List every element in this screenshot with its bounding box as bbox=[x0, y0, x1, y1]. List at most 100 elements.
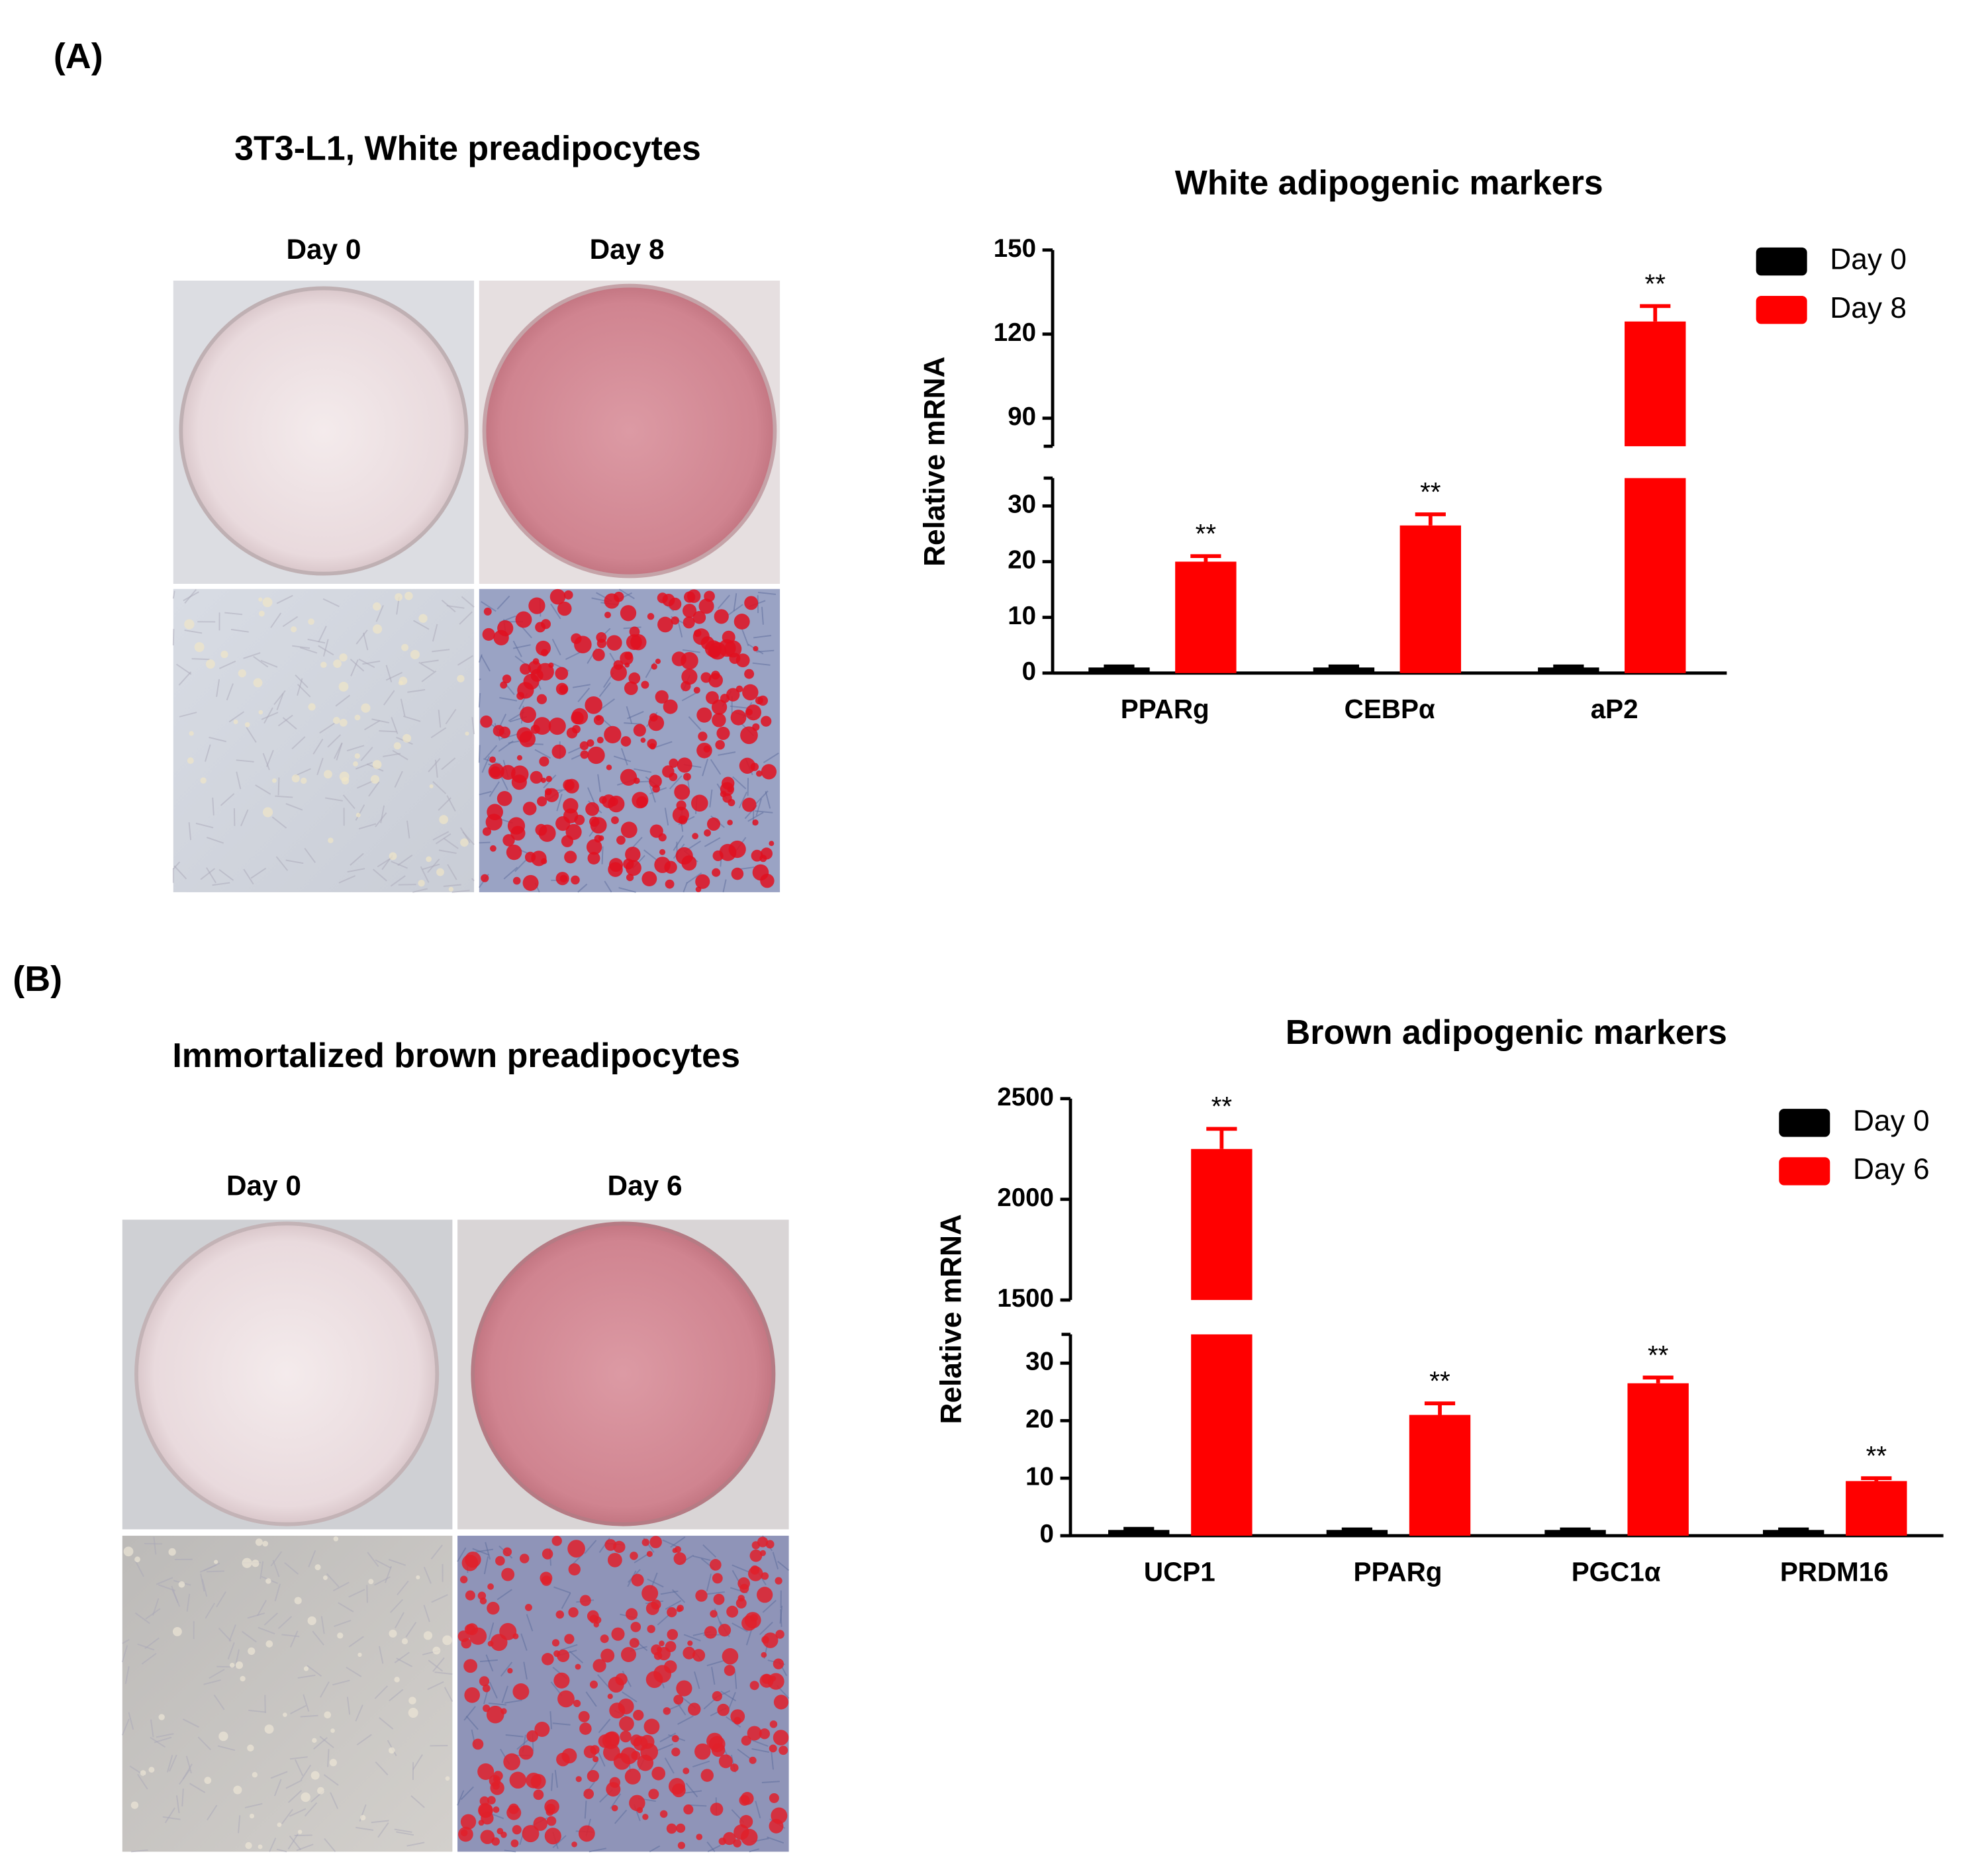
bar bbox=[1088, 667, 1150, 673]
cell-streak bbox=[230, 629, 249, 633]
cell-streak bbox=[457, 1547, 467, 1562]
cell-streak bbox=[248, 1709, 267, 1713]
cell-streak bbox=[514, 858, 528, 872]
cell bbox=[355, 812, 361, 817]
cell bbox=[645, 1671, 663, 1689]
cell-streak bbox=[451, 890, 470, 893]
cell bbox=[249, 1813, 255, 1819]
cell-streak bbox=[688, 716, 702, 731]
cell bbox=[665, 879, 675, 889]
cell-streak bbox=[141, 1653, 157, 1665]
cell bbox=[479, 1676, 490, 1687]
cell bbox=[647, 1624, 655, 1634]
cell bbox=[760, 847, 773, 860]
cell-streak bbox=[706, 1591, 725, 1595]
cell-streak bbox=[334, 742, 343, 759]
cell bbox=[360, 1814, 366, 1821]
cell-streak bbox=[762, 1600, 777, 1613]
cell-streak bbox=[323, 1774, 339, 1786]
cell bbox=[662, 765, 675, 778]
cell-streak bbox=[297, 684, 311, 698]
cell bbox=[506, 844, 522, 861]
cell-streak bbox=[262, 753, 270, 770]
cell bbox=[546, 1816, 557, 1826]
cell-streak bbox=[350, 659, 359, 676]
cell bbox=[388, 1747, 395, 1754]
cell bbox=[671, 1783, 686, 1798]
cell bbox=[692, 1649, 706, 1662]
significance: ** bbox=[1648, 1340, 1669, 1370]
cell bbox=[353, 761, 358, 767]
cell bbox=[592, 648, 605, 661]
cell bbox=[307, 1616, 316, 1626]
bar bbox=[1538, 667, 1599, 673]
cell bbox=[606, 765, 612, 770]
cell-streak bbox=[363, 632, 369, 651]
cell-streak bbox=[360, 747, 373, 761]
dish bbox=[482, 283, 777, 579]
cell bbox=[683, 1767, 690, 1775]
cell-streak bbox=[327, 734, 342, 748]
cell bbox=[620, 736, 632, 747]
cell bbox=[568, 1563, 581, 1576]
cell-streak bbox=[285, 859, 304, 864]
cell bbox=[130, 1801, 139, 1809]
cell bbox=[606, 1782, 621, 1797]
cell-streak bbox=[275, 856, 289, 871]
cell bbox=[762, 1632, 779, 1648]
cell bbox=[564, 851, 577, 864]
cell-streak bbox=[475, 1548, 494, 1553]
cell bbox=[264, 1724, 274, 1734]
cell bbox=[717, 1703, 730, 1716]
cell bbox=[354, 714, 361, 721]
cell bbox=[773, 1730, 789, 1746]
cell bbox=[564, 778, 579, 794]
cell bbox=[464, 1687, 481, 1703]
cell bbox=[465, 1590, 475, 1601]
cell-streak bbox=[686, 872, 702, 884]
cell-streak bbox=[459, 827, 471, 843]
cell bbox=[769, 1720, 778, 1728]
cell-streak bbox=[355, 804, 365, 821]
cell bbox=[751, 849, 763, 862]
cell bbox=[485, 814, 502, 831]
cell bbox=[712, 850, 724, 861]
cell-streak bbox=[755, 810, 773, 814]
significance: ** bbox=[1866, 1440, 1887, 1471]
cell bbox=[194, 642, 205, 653]
cell-streak bbox=[390, 1599, 403, 1613]
cell-streak bbox=[498, 740, 514, 752]
cell bbox=[283, 1712, 287, 1717]
cell bbox=[314, 1564, 321, 1571]
bar bbox=[1846, 1481, 1907, 1536]
cell bbox=[587, 746, 605, 765]
cell bbox=[696, 1834, 703, 1840]
cell bbox=[495, 1556, 505, 1566]
cell-streak bbox=[710, 759, 722, 775]
cell-streak bbox=[297, 1674, 316, 1679]
cell-streak bbox=[207, 1804, 218, 1821]
cell bbox=[551, 744, 567, 759]
cell bbox=[442, 1635, 452, 1646]
cell bbox=[423, 1631, 433, 1640]
cell bbox=[526, 1772, 542, 1789]
cell bbox=[752, 819, 759, 826]
bar bbox=[1544, 1530, 1606, 1536]
cell bbox=[294, 1597, 302, 1605]
cell bbox=[401, 643, 409, 651]
cell bbox=[555, 872, 569, 886]
cell bbox=[712, 868, 721, 877]
cell-streak bbox=[634, 768, 652, 773]
cell-streak bbox=[355, 761, 373, 770]
cell-streak bbox=[203, 1562, 220, 1571]
cell-streak bbox=[319, 722, 335, 734]
cell bbox=[745, 704, 762, 721]
x-tick-label: aP2 bbox=[1591, 694, 1638, 724]
cell-streak bbox=[273, 690, 286, 706]
cell bbox=[695, 1589, 708, 1602]
micrograph bbox=[122, 1536, 453, 1852]
cell bbox=[262, 597, 273, 608]
cell-streak bbox=[622, 1691, 638, 1703]
cell bbox=[585, 696, 602, 714]
cell-streak bbox=[447, 864, 457, 880]
